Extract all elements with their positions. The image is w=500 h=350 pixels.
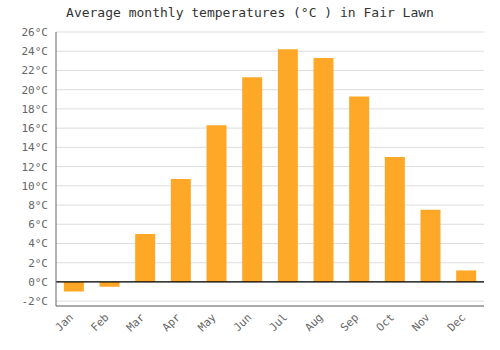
svg-text:10°C: 10°C	[22, 180, 49, 193]
svg-text:Jul: Jul	[267, 311, 290, 334]
svg-text:Dec: Dec	[445, 311, 468, 334]
svg-text:2°C: 2°C	[28, 257, 48, 270]
svg-text:Jan: Jan	[53, 311, 76, 334]
svg-text:-2°C: -2°C	[22, 295, 49, 308]
svg-text:Apr: Apr	[160, 311, 184, 335]
svg-text:Nov: Nov	[409, 311, 433, 335]
svg-text:6°C: 6°C	[28, 218, 48, 231]
svg-text:8°C: 8°C	[28, 199, 48, 212]
svg-text:16°C: 16°C	[22, 122, 49, 135]
svg-text:Feb: Feb	[88, 311, 111, 334]
svg-text:Oct: Oct	[374, 311, 397, 334]
svg-text:14°C: 14°C	[22, 141, 49, 154]
svg-text:26°C: 26°C	[22, 26, 49, 39]
svg-text:18°C: 18°C	[22, 103, 49, 116]
svg-text:24°C: 24°C	[22, 45, 49, 58]
svg-text:May: May	[195, 311, 219, 335]
svg-text:12°C: 12°C	[22, 161, 49, 174]
svg-text:Jun: Jun	[231, 311, 254, 334]
svg-text:0°C: 0°C	[28, 276, 48, 289]
svg-text:22°C: 22°C	[22, 64, 49, 77]
svg-text:20°C: 20°C	[22, 84, 49, 97]
svg-text:Mar: Mar	[124, 311, 148, 335]
svg-text:Aug: Aug	[302, 311, 325, 334]
html-text:Average monthly temperatures (: Average monthly temperatures (°C ) in Fa…	[66, 5, 434, 20]
svg-text:4°C: 4°C	[28, 237, 48, 250]
svg-text:Sep: Sep	[338, 311, 361, 334]
